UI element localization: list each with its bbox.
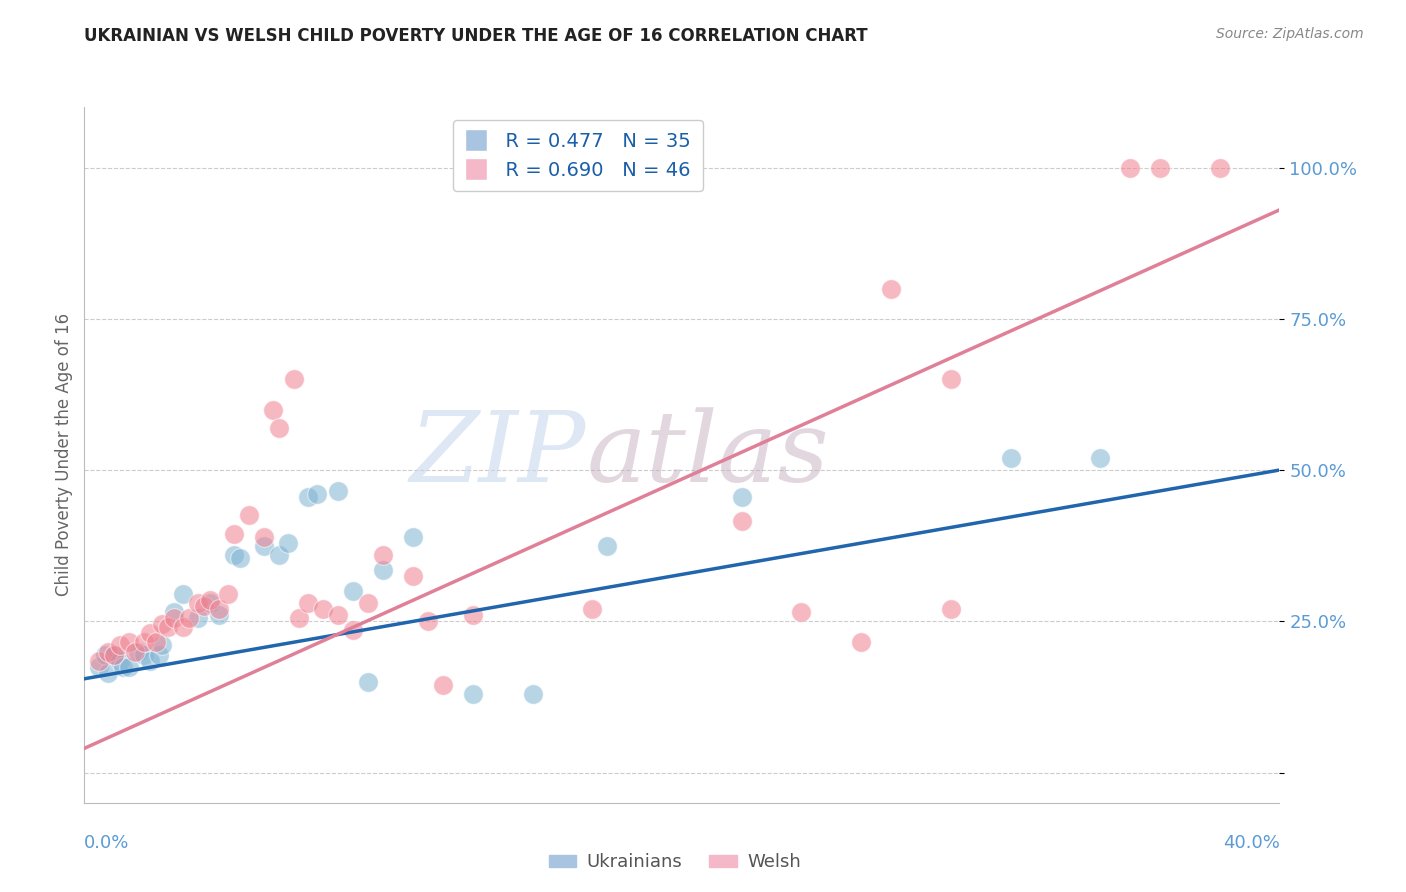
Point [939,372,962,386]
Point [187,611,209,625]
Point [89,659,111,673]
Text: Source: ZipAtlas.com: Source: ZipAtlas.com [1216,27,1364,41]
Point [97,644,120,658]
Point [193,599,215,614]
Point [253,530,276,544]
Text: 40.0%: 40.0% [1223,834,1279,852]
Point [1208,161,1232,175]
Point [139,654,162,668]
Text: UKRAINIAN VS WELSH CHILD POVERTY UNDER THE AGE OF 16 CORRELATION CHART: UKRAINIAN VS WELSH CHILD POVERTY UNDER T… [84,27,868,45]
Point [1149,161,1171,175]
Point [849,635,872,649]
Point [208,608,231,623]
Point [581,602,603,616]
Point [132,635,156,649]
Point [118,635,141,649]
Point [112,659,135,673]
Point [731,515,754,529]
Point [297,596,319,610]
Point [596,539,619,553]
Point [267,548,290,562]
Point [208,602,231,616]
Point [1119,161,1142,175]
Point [132,648,156,662]
Point [97,665,120,680]
Point [402,530,425,544]
Point [198,593,221,607]
Point [371,563,394,577]
Point [118,659,141,673]
Point [1088,450,1111,465]
Point [150,617,173,632]
Point [297,490,319,504]
Point [312,602,335,616]
Text: atlas: atlas [586,408,830,502]
Point [103,648,125,662]
Legend: Ukrainians, Welsh: Ukrainians, Welsh [541,847,808,879]
Point [145,635,167,649]
Point [124,644,146,658]
Point [94,648,117,662]
Point [253,539,276,553]
Point [328,608,350,623]
Point [163,605,186,619]
Point [307,487,329,501]
Point [157,620,180,634]
Point [262,402,284,417]
Point [371,548,394,562]
Point [461,608,484,623]
Point [198,596,221,610]
Text: 0.0%: 0.0% [84,834,129,852]
Point [89,654,111,668]
Point [148,648,170,662]
Point [288,611,311,625]
Point [222,526,245,541]
Point [127,644,149,658]
Point [357,674,380,689]
Point [276,535,298,549]
Point [187,596,209,610]
Legend:   R = 0.477   N = 35,   R = 0.690   N = 46: R = 0.477 N = 35, R = 0.690 N = 46 [453,120,703,191]
Point [267,420,290,434]
Point [283,372,305,386]
Point [357,596,380,610]
Point [432,678,454,692]
Text: ZIP: ZIP [411,408,586,502]
Point [1000,450,1022,465]
Point [880,281,903,295]
Point [139,626,162,640]
Point [163,611,186,625]
Point [416,615,439,629]
Point [939,602,962,616]
Point [110,639,132,653]
Point [177,611,200,625]
Point [110,654,132,668]
Point [172,587,194,601]
Point [172,620,194,634]
Point [328,484,350,499]
Point [342,584,364,599]
Point [150,639,173,653]
Point [103,648,125,662]
Point [228,550,252,565]
Point [222,548,245,562]
Point [402,569,425,583]
Point [522,687,544,701]
Y-axis label: Child Poverty Under the Age of 16: Child Poverty Under the Age of 16 [55,313,73,597]
Point [217,587,239,601]
Point [342,624,364,638]
Point [238,508,260,523]
Point [790,605,813,619]
Point [731,490,754,504]
Point [461,687,484,701]
